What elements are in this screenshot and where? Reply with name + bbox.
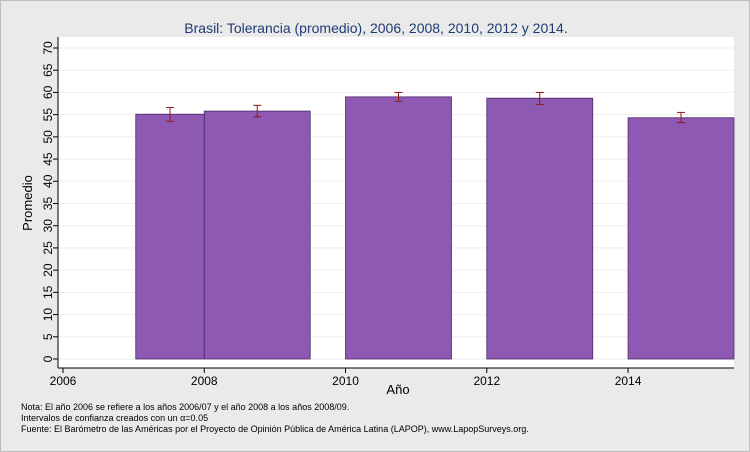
bar-2006 (135, 113, 205, 360)
bar-2014 (627, 117, 735, 360)
error-bar-2006 (166, 107, 175, 122)
bar-2008 (203, 110, 311, 360)
error-bars (166, 91, 686, 124)
chart: 0 5 10 15 20 25 30 35 40 45 50 55 60 65 70 2006 2008 201… (20, 20, 735, 397)
y-tick-label: 50 (41, 130, 55, 144)
y-tick-label: 45 (41, 152, 55, 166)
y-axis-label: Promedio (20, 175, 35, 231)
x-tick-label: 2010 (332, 374, 359, 388)
y-tick-label: 35 (41, 197, 55, 211)
chart-title: Brasil: Tolerancia (promedio), 2006, 200… (184, 20, 567, 36)
x-tick-label: 2012 (473, 374, 500, 388)
bar-2012 (486, 97, 594, 360)
footnote-source: Fuente: El Barómetro de las Américas por… (21, 424, 529, 434)
bar-2010 (345, 96, 452, 360)
error-bar-2008 (253, 104, 262, 118)
y-tick-label: 20 (41, 263, 55, 277)
error-bar-2014 (677, 111, 686, 124)
y-tick-label: 5 (41, 333, 55, 340)
y-tick-label: 65 (41, 63, 55, 77)
x-axis-label: Año (386, 382, 409, 397)
x-tick-label: 2008 (191, 374, 218, 388)
y-tick-label: 15 (41, 285, 55, 299)
y-tick-label: 10 (41, 308, 55, 322)
x-axis: 2006 2008 2010 2012 2014 (50, 367, 734, 388)
error-bar-2010 (394, 91, 403, 102)
error-bar-2012 (535, 91, 544, 105)
y-tick-label: 70 (41, 41, 55, 55)
y-tick-label: 40 (41, 174, 55, 188)
footnote-note: Nota: El año 2006 se refiere a los años … (21, 402, 350, 412)
footnote-confidence: Intervalos de confianza creados con un α… (21, 413, 209, 423)
y-tick-label: 25 (41, 241, 55, 255)
x-tick-label: 2014 (615, 374, 642, 388)
bars (135, 96, 735, 360)
y-tick-label: 60 (41, 85, 55, 99)
x-tick-label: 2006 (50, 374, 77, 388)
footnotes: Nota: El año 2006 se refiere a los años … (21, 402, 529, 435)
y-tick-label: 55 (41, 108, 55, 122)
y-axis: 0 5 10 15 20 25 30 35 40 45 50 55 60 65 70 (41, 37, 59, 368)
y-tick-label: 30 (41, 219, 55, 233)
y-tick-label: 0 (41, 355, 55, 362)
